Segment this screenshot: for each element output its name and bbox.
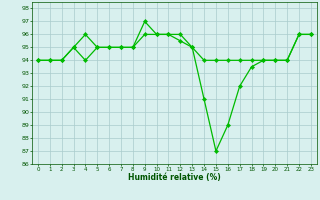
X-axis label: Humidité relative (%): Humidité relative (%) <box>128 173 221 182</box>
